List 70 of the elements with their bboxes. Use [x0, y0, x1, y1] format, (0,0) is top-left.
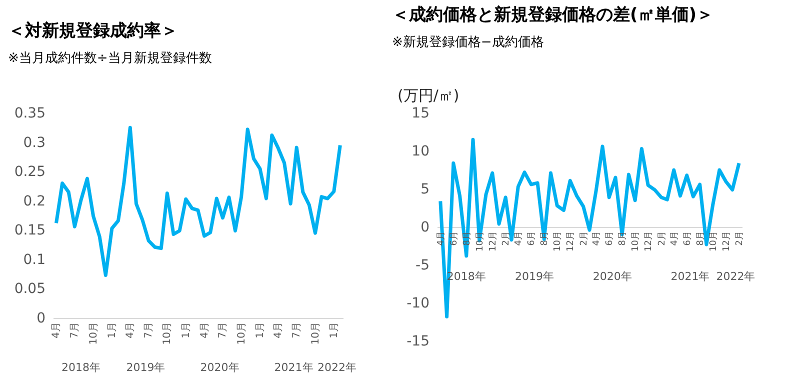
x-tick-label: 4月 — [199, 322, 210, 338]
text: 2022年 — [318, 361, 357, 374]
x-tick-label: 12月 — [566, 231, 576, 252]
x-tick-label: 2月 — [735, 231, 746, 246]
x-tick-label: 7月 — [144, 322, 155, 338]
y-tick-label: 0.05 — [14, 281, 46, 298]
y-tick-label: 0 — [420, 220, 430, 236]
annotation: 2019年 — [515, 270, 554, 283]
x-tick-label: 4月 — [436, 231, 446, 246]
y-tick-label: 0.15 — [14, 222, 46, 239]
line-series — [54, 126, 342, 277]
y-tick-label: 0.35 — [14, 106, 46, 122]
x-tick-label: 4月 — [592, 231, 602, 246]
y-tick-label: 0.3 — [23, 134, 46, 151]
text: 2018年 — [61, 361, 100, 374]
x-tick-label: 1月 — [106, 322, 118, 338]
x-tick-label: 6月 — [682, 231, 693, 246]
y-tick-label: 10 — [412, 144, 430, 160]
x-tick-label: 4月 — [514, 231, 524, 246]
x-tick-label: 1月 — [254, 322, 266, 338]
y-tick-label: 0.1 — [23, 252, 46, 268]
y-tick-label: 0 — [36, 310, 46, 326]
x-tick-label: 2月 — [579, 231, 590, 246]
y-tick-label: -5 — [416, 258, 430, 274]
annotation: 2020年 — [592, 270, 632, 283]
x-tick-label: 7月 — [218, 322, 229, 338]
x-tick-label: 2月 — [502, 231, 512, 246]
text: 2021年 — [274, 361, 314, 374]
x-tick-label: 12月 — [644, 231, 654, 252]
x-tick-label: 10月 — [553, 231, 564, 252]
y-tick-label: 15 — [412, 106, 430, 122]
x-tick-label: 10月 — [475, 231, 486, 252]
x-tick-label: 10月 — [236, 322, 248, 345]
y-tick-label: -10 — [406, 296, 430, 312]
x-tick-label: 8月 — [696, 231, 706, 246]
x-tick-label: 6月 — [527, 231, 538, 246]
annotation: 2022年 — [716, 270, 756, 283]
x-tick-label: 12月 — [488, 231, 498, 252]
x-tick-label: 10月 — [631, 231, 642, 252]
x-tick-label: 6月 — [605, 231, 616, 246]
y-tick-label: -15 — [406, 334, 430, 350]
y-tick-label: 0.2 — [23, 193, 46, 210]
x-tick-label: 8月 — [618, 231, 628, 246]
x-tick-label: 6月 — [449, 231, 460, 246]
x-tick-label: 10月 — [708, 231, 719, 252]
x-tick-label: 7月 — [70, 322, 81, 338]
chart-title: ＜成約価格と新規登録価格の差(㎡単価)＞ — [392, 5, 714, 25]
annotation: 2021年 — [670, 270, 710, 283]
chart-title: ＜対新規登録成約率＞ — [8, 21, 178, 41]
y-axis-title: (万円/㎡) — [398, 86, 460, 104]
text: 2020年 — [200, 361, 240, 374]
x-tick-label: 7月 — [292, 322, 303, 338]
x-tick-label: 10月 — [162, 322, 174, 345]
x-tick-label: 4月 — [125, 322, 136, 338]
text: 2019年 — [126, 361, 166, 374]
x-tick-label: 12月 — [722, 231, 732, 252]
x-tick-label: 4月 — [273, 322, 284, 338]
chart-subtitle: ※当月成約件数÷当月新規登録件数 — [8, 51, 212, 66]
x-tick-label: 4月 — [670, 231, 680, 246]
y-tick-label: 0.25 — [14, 164, 46, 180]
x-tick-label: 8月 — [540, 231, 550, 246]
x-tick-label: 10月 — [310, 322, 322, 345]
x-tick-label: 1月 — [328, 322, 340, 338]
chart-subtitle: ※新規登録価格−成約価格 — [392, 35, 544, 50]
x-tick-label: 1月 — [180, 322, 192, 338]
x-tick-label: 2月 — [657, 231, 668, 246]
y-tick-label: 5 — [420, 182, 430, 198]
x-tick-label: 8月 — [462, 231, 472, 246]
x-tick-label: 4月 — [51, 322, 62, 338]
x-tick-label: 10月 — [88, 322, 100, 345]
